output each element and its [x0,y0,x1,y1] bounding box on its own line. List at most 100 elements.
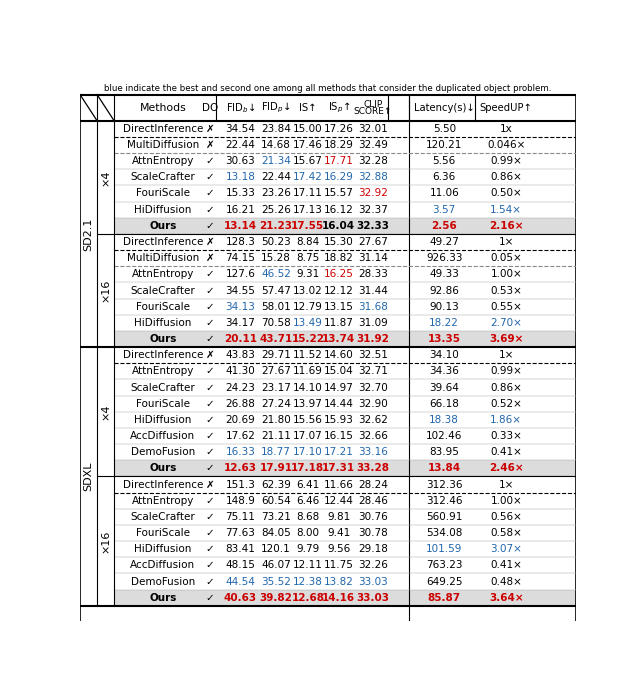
Text: IS$_p$↑: IS$_p$↑ [328,101,350,115]
Text: Ours: Ours [149,334,177,344]
Text: 32.26: 32.26 [358,560,388,570]
Text: 14.60: 14.60 [324,350,354,360]
Text: 1.54×: 1.54× [490,205,522,215]
Text: ✓: ✓ [206,269,214,279]
Text: 13.14: 13.14 [224,221,257,231]
Text: 534.08: 534.08 [426,528,463,538]
Text: 3.69×: 3.69× [489,334,524,344]
Text: 9.31: 9.31 [296,269,319,279]
Text: ✓: ✓ [206,447,214,457]
Text: 25.26: 25.26 [261,205,291,215]
Text: 16.25: 16.25 [324,269,354,279]
Text: Latency(s)↓: Latency(s)↓ [414,103,475,112]
Text: AccDiffusion: AccDiffusion [131,560,195,570]
Text: 1.00×: 1.00× [490,269,522,279]
Text: 31.09: 31.09 [358,318,388,328]
Text: 46.52: 46.52 [261,269,291,279]
Text: 31.68: 31.68 [358,302,388,312]
Text: 22.44: 22.44 [225,140,255,150]
Text: 24.23: 24.23 [225,383,255,392]
Text: 32.28: 32.28 [358,156,388,166]
Text: 11.06: 11.06 [429,188,459,198]
Text: 2.46×: 2.46× [489,463,524,473]
Text: 32.62: 32.62 [358,415,388,425]
Text: 9.56: 9.56 [327,544,351,554]
Text: 11.66: 11.66 [324,480,354,489]
Text: ✓: ✓ [206,188,214,198]
Text: 926.33: 926.33 [426,253,463,263]
Text: 18.82: 18.82 [324,253,354,263]
Text: ✓: ✓ [206,221,214,231]
Text: Ours: Ours [149,463,177,473]
Text: 13.97: 13.97 [293,399,323,409]
Text: 0.56×: 0.56× [490,512,522,522]
Text: ✓: ✓ [206,528,214,538]
Text: 560.91: 560.91 [426,512,463,522]
Text: 46.07: 46.07 [261,560,291,570]
Text: 14.10: 14.10 [293,383,323,392]
Text: 5.56: 5.56 [433,156,456,166]
Text: 14.97: 14.97 [324,383,354,392]
Bar [114,218,576,234]
Text: 13.15: 13.15 [324,302,354,312]
Text: ✓: ✓ [206,544,214,554]
Text: ✓: ✓ [206,399,214,409]
Text: ✓: ✓ [206,577,214,586]
Text: ✓: ✓ [206,496,214,506]
Text: 312.46: 312.46 [426,496,463,506]
Text: 41.30: 41.30 [225,366,255,376]
Text: 0.86×: 0.86× [490,172,522,182]
Text: ✓: ✓ [206,366,214,376]
Text: 84.05: 84.05 [261,528,291,538]
Text: 27.24: 27.24 [261,399,291,409]
Text: 92.86: 92.86 [429,285,459,295]
Text: 16.21: 16.21 [225,205,255,215]
Text: 60.54: 60.54 [261,496,291,506]
Text: 17.55: 17.55 [291,221,324,231]
Text: 30.78: 30.78 [358,528,388,538]
Text: HiDiffusion: HiDiffusion [134,415,191,425]
Bar [114,460,576,477]
Text: DemoFusion: DemoFusion [131,447,195,457]
Text: 83.41: 83.41 [225,544,255,554]
Text: 62.39: 62.39 [261,480,291,489]
Text: 32.37: 32.37 [358,205,388,215]
Text: 30.63: 30.63 [225,156,255,166]
Text: 9.41: 9.41 [327,528,351,538]
Text: 11.75: 11.75 [324,560,354,570]
Text: 16.04: 16.04 [323,221,355,231]
Text: ScaleCrafter: ScaleCrafter [131,512,195,522]
Text: 33.28: 33.28 [356,463,390,473]
Text: 13.35: 13.35 [428,334,461,344]
Text: 29.71: 29.71 [261,350,291,360]
Text: ✓: ✓ [206,415,214,425]
Text: 16.12: 16.12 [324,205,354,215]
Text: Ours: Ours [149,221,177,231]
Text: 14.16: 14.16 [323,593,355,603]
Text: 23.26: 23.26 [261,188,291,198]
Text: ✓: ✓ [206,431,214,441]
Text: 0.05×: 0.05× [490,253,522,263]
Text: 1×: 1× [499,350,514,360]
Text: 763.23: 763.23 [426,560,463,570]
Text: 2.70×: 2.70× [490,318,522,328]
Text: 26.88: 26.88 [225,399,255,409]
Text: AttnEntropy: AttnEntropy [132,366,194,376]
Text: ✗: ✗ [206,480,214,489]
Text: 44.54: 44.54 [225,577,255,586]
Text: ✓: ✓ [206,285,214,295]
Text: 5.50: 5.50 [433,124,456,134]
Text: 17.91: 17.91 [260,463,292,473]
Text: 15.57: 15.57 [324,188,354,198]
Text: 649.25: 649.25 [426,577,463,586]
Text: 83.95: 83.95 [429,447,459,457]
Text: 75.11: 75.11 [225,512,255,522]
Text: 30.76: 30.76 [358,512,388,522]
Text: 40.63: 40.63 [224,593,257,603]
Text: 49.27: 49.27 [429,237,459,247]
Text: 22.44: 22.44 [261,172,291,182]
Text: 12.11: 12.11 [293,560,323,570]
Text: FID$_b$↓: FID$_b$↓ [226,101,255,114]
Text: 13.49: 13.49 [293,318,323,328]
Text: ×16: ×16 [100,279,111,302]
